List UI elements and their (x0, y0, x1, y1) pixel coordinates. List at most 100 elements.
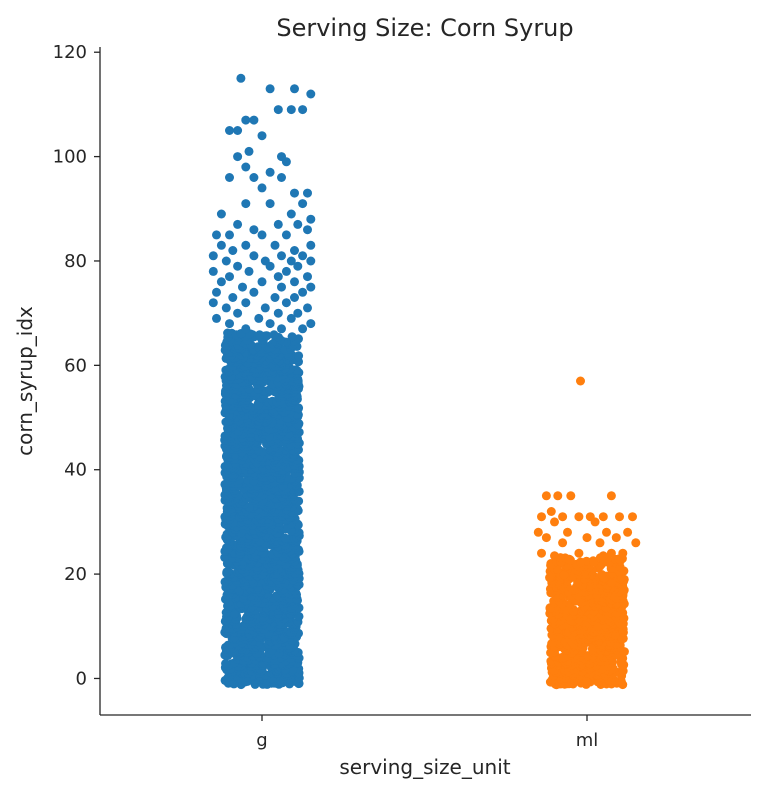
data-point (269, 330, 279, 340)
data-point (238, 282, 247, 292)
data-point (559, 570, 569, 580)
data-point (541, 491, 551, 501)
data-point (265, 199, 275, 209)
data-point (298, 324, 308, 334)
data-point (277, 251, 286, 261)
data-point (208, 298, 218, 308)
data-point (574, 512, 584, 522)
chart-title: Serving Size: Corn Syrup (276, 14, 573, 42)
data-point (244, 266, 254, 276)
data-point (221, 256, 231, 266)
data-point (298, 105, 308, 115)
data-point (281, 298, 291, 308)
x-axis-label: serving_size_unit (339, 755, 510, 779)
data-point (294, 351, 304, 361)
data-point (228, 293, 238, 302)
data-point (290, 246, 299, 255)
y-tick-label: 80 (64, 251, 87, 272)
data-point (281, 230, 291, 240)
data-point (576, 376, 585, 386)
data-point (244, 146, 254, 156)
data-point (212, 230, 221, 240)
y-tick-label: 120 (53, 42, 87, 63)
data-point (582, 533, 592, 543)
data-point (281, 266, 291, 276)
data-point (550, 551, 559, 561)
data-point (265, 167, 275, 177)
data-point (306, 89, 316, 99)
data-point (260, 303, 270, 313)
data-point (590, 517, 600, 527)
data-point (249, 251, 259, 261)
data-point (303, 272, 312, 282)
data-point (225, 319, 234, 329)
x-tick-label: g (256, 730, 267, 751)
data-point (290, 188, 299, 198)
data-point (631, 538, 641, 548)
data-point (212, 313, 221, 323)
data-point (216, 240, 226, 250)
data-point (233, 152, 243, 162)
data-point (292, 366, 302, 375)
data-point (249, 225, 259, 235)
data-point (236, 73, 246, 83)
data-point (303, 303, 312, 313)
data-point (286, 313, 296, 323)
data-point (208, 266, 218, 276)
data-point (257, 230, 267, 240)
data-point (303, 188, 312, 198)
points-layer (208, 73, 641, 690)
data-point (228, 246, 238, 255)
data-point (257, 277, 267, 287)
data-point (273, 308, 283, 318)
data-point (602, 527, 611, 537)
data-point (277, 282, 286, 292)
data-point (233, 126, 243, 135)
y-tick-label: 0 (76, 668, 87, 689)
data-point (273, 272, 283, 282)
data-point (221, 303, 231, 313)
data-point (618, 548, 628, 558)
data-point (270, 293, 280, 302)
data-point (225, 272, 234, 282)
data-point (293, 261, 303, 271)
data-point (564, 554, 574, 564)
data-point (623, 527, 633, 537)
data-point (606, 548, 616, 558)
data-point (563, 527, 572, 537)
y-axis-label: corn_syrup_idx (13, 306, 37, 456)
data-point (606, 491, 616, 501)
data-point (233, 219, 243, 229)
data-point (249, 287, 259, 297)
data-point (597, 570, 607, 579)
data-point (265, 84, 275, 94)
data-point (574, 548, 584, 558)
data-point (208, 251, 218, 261)
data-point (257, 131, 267, 141)
data-point (221, 659, 231, 669)
data-point (611, 533, 621, 543)
data-point (558, 538, 568, 548)
data-point (533, 527, 543, 537)
data-point (306, 256, 316, 266)
series-ml (533, 376, 641, 690)
data-point (287, 332, 297, 342)
data-point (553, 491, 563, 501)
data-point (306, 214, 316, 224)
data-point (537, 548, 546, 558)
data-point (290, 293, 299, 302)
data-point (277, 173, 286, 182)
data-point (306, 319, 316, 329)
data-point (286, 256, 296, 266)
y-tick-label: 40 (64, 460, 87, 481)
data-point (546, 507, 556, 516)
data-point (277, 324, 286, 334)
data-point (298, 287, 308, 297)
data-point (281, 157, 291, 167)
data-point (303, 225, 312, 235)
series-g (208, 73, 316, 690)
y-tick-label: 60 (64, 355, 87, 376)
data-point (249, 173, 259, 182)
data-point (254, 313, 264, 323)
data-point (628, 512, 637, 522)
